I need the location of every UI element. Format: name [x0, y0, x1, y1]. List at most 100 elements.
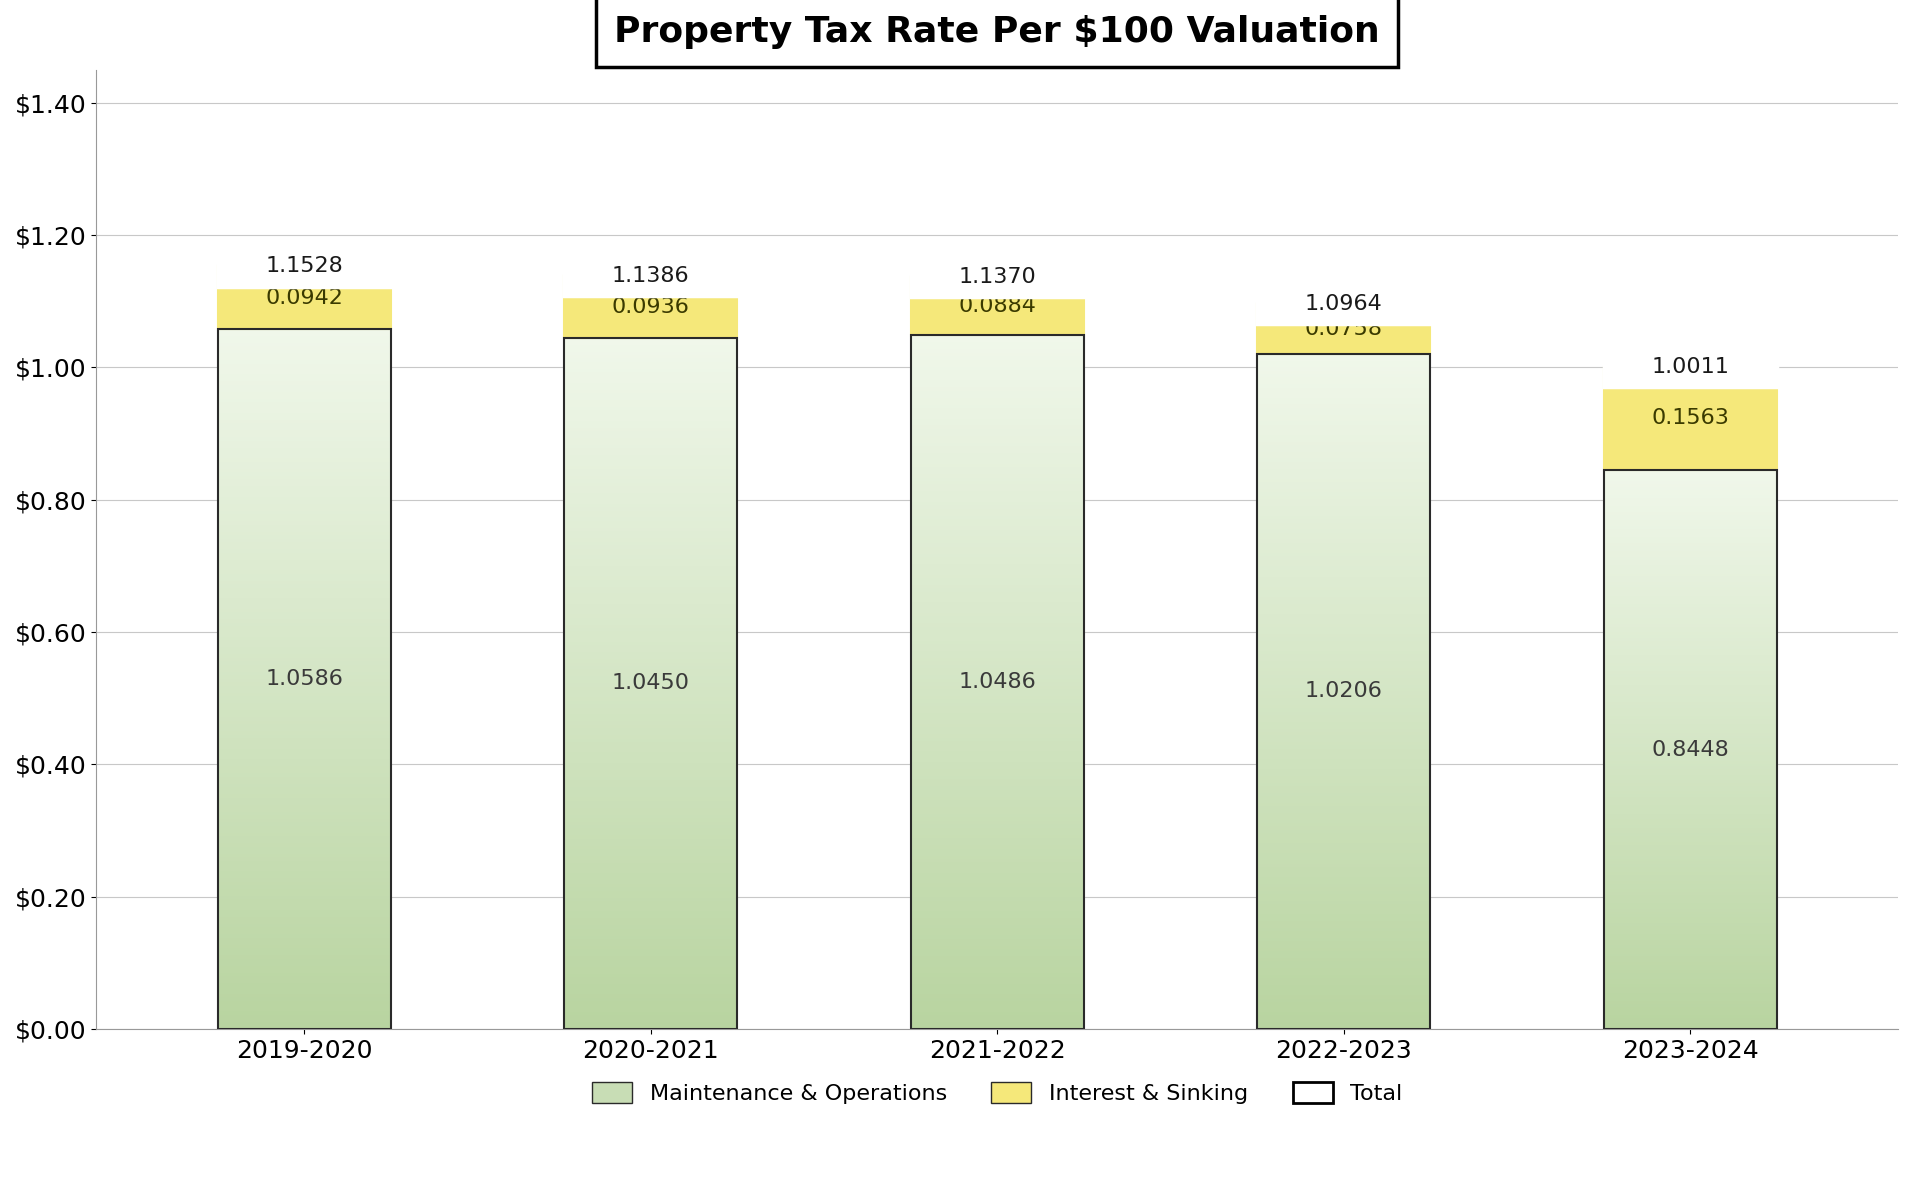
Bar [218, 679, 390, 683]
Bar [911, 828, 1085, 832]
Bar [1603, 590, 1777, 593]
Bar [1257, 388, 1431, 391]
Bar [1257, 715, 1431, 719]
Bar [564, 611, 737, 614]
Bar [911, 845, 1085, 848]
Bar [911, 578, 1085, 582]
Bar [1603, 1018, 1777, 1020]
Bar [1257, 870, 1431, 874]
Bar [911, 716, 1085, 720]
Bar [911, 446, 1085, 450]
Bar [564, 628, 737, 631]
Bar [218, 886, 390, 889]
Bar [911, 491, 1085, 494]
Bar [564, 572, 737, 576]
Bar [1257, 482, 1431, 486]
Bar [911, 613, 1085, 617]
Bar [218, 836, 390, 840]
Bar [911, 700, 1085, 703]
Bar [564, 348, 737, 352]
Bar [911, 678, 1085, 682]
Bar [564, 458, 737, 462]
Bar [1257, 628, 1431, 631]
Bar [218, 539, 390, 542]
Bar [1603, 475, 1777, 479]
Bar [564, 390, 737, 392]
Bar [218, 756, 390, 760]
Bar [1257, 367, 1431, 371]
Bar [1257, 667, 1431, 671]
Bar [911, 529, 1085, 533]
Bar [1257, 937, 1431, 941]
Bar [1603, 725, 1777, 727]
Bar [911, 929, 1085, 932]
Bar [218, 500, 390, 504]
Bar [1603, 626, 1777, 629]
Bar [911, 634, 1085, 637]
Bar [911, 766, 1085, 769]
Bar [218, 689, 390, 692]
Bar [1257, 590, 1431, 594]
Bar [1257, 695, 1431, 698]
Bar [911, 977, 1085, 980]
Bar [911, 907, 1085, 911]
Bar [1257, 738, 1431, 742]
Bar [1603, 595, 1777, 599]
Bar [1603, 580, 1777, 582]
Bar [1257, 283, 1431, 324]
Bar [1603, 820, 1777, 822]
Bar [1257, 712, 1431, 715]
Bar [1257, 445, 1431, 449]
Bar [564, 714, 737, 718]
Bar [218, 364, 390, 367]
Bar [564, 901, 737, 905]
Bar [1257, 965, 1431, 968]
Bar [1603, 529, 1777, 532]
Bar [911, 415, 1085, 419]
Bar [218, 780, 390, 784]
Bar [218, 343, 390, 346]
Bar [564, 552, 737, 556]
Bar [564, 980, 737, 984]
Bar [564, 622, 737, 624]
Bar [1257, 985, 1431, 989]
Bar [1603, 526, 1777, 529]
Bar [564, 794, 737, 797]
Bar [218, 514, 390, 517]
Bar [564, 863, 737, 866]
Bar [1603, 923, 1777, 925]
Bar [1603, 1007, 1777, 1009]
Bar [218, 356, 390, 360]
Bar [1257, 371, 1431, 374]
Bar [218, 511, 390, 515]
Bar [564, 493, 737, 497]
Bar [911, 918, 1085, 922]
Bar [911, 835, 1085, 838]
Bar [564, 905, 737, 908]
Bar [911, 588, 1085, 592]
Bar [1257, 559, 1431, 563]
Bar [911, 335, 1085, 338]
Bar [911, 644, 1085, 648]
Bar [1257, 773, 1431, 775]
Bar [564, 372, 737, 376]
Bar [564, 767, 737, 769]
Bar [1603, 858, 1777, 862]
Bar [564, 1008, 737, 1012]
Bar [218, 427, 390, 431]
Bar [218, 654, 390, 658]
Bar [1603, 704, 1777, 708]
Bar [911, 404, 1085, 408]
Bar [1603, 971, 1777, 973]
Bar [564, 1026, 737, 1028]
Bar [218, 700, 390, 703]
Bar [564, 396, 737, 400]
Bar [911, 720, 1085, 724]
Bar [911, 494, 1085, 498]
Bar [1603, 742, 1777, 744]
Bar [218, 508, 390, 511]
Bar [1257, 613, 1431, 617]
Bar [218, 650, 390, 654]
Bar [911, 793, 1085, 797]
Bar [1603, 641, 1777, 643]
